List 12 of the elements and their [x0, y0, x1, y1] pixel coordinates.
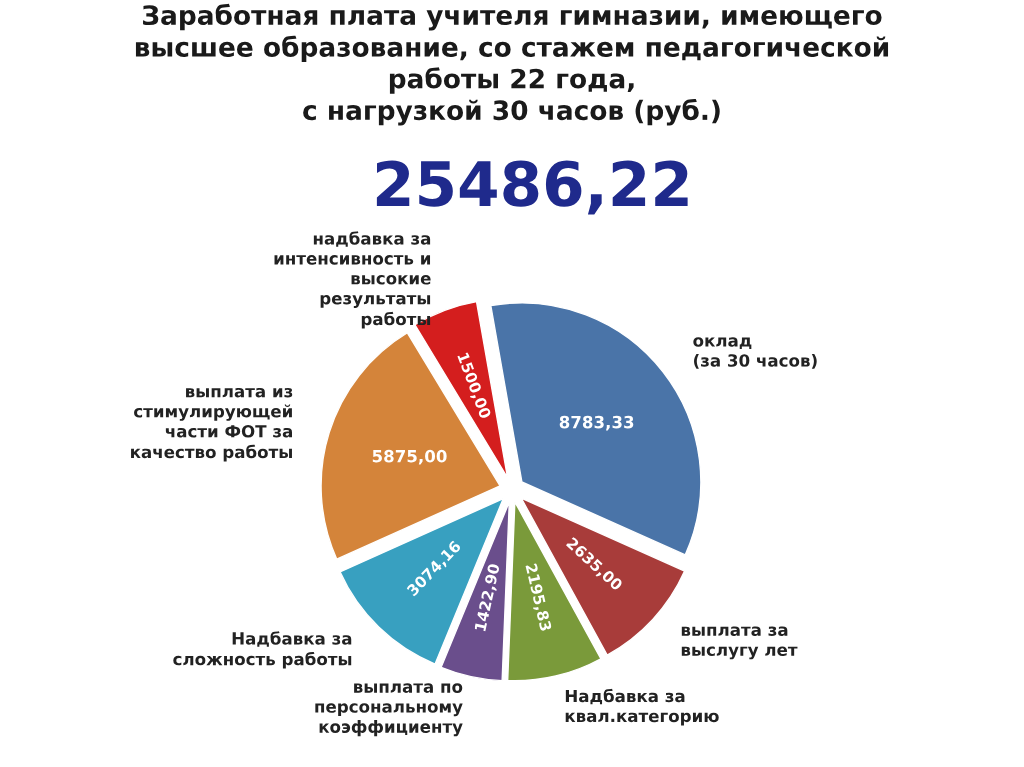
slice-label: Надбавка за квал.категорию: [565, 688, 719, 726]
slice-label: надбавка за интенсивность и высокие результаты работы: [274, 231, 431, 329]
slice-label: выплата по персональному коэффициенту: [315, 683, 463, 737]
slice-label: Надбавка за сложность работы: [173, 631, 352, 669]
slice-label: оклад (за 30 часов): [693, 337, 817, 369]
data-label: 5875,00: [372, 449, 447, 465]
chart-title: Заработная плата учителя гимназии, имеющего высшее образование, со стажем педагогической работы 22 года, с нагрузкой 30 часов (руб.): [135, 3, 889, 126]
slice-label: выплата за выслугу лет: [681, 626, 798, 660]
data-label: 1422,90: [474, 563, 502, 632]
data-label: 8783,33: [559, 415, 634, 431]
slice-label: выплата из стимулирующей части ФОТ за качество работы: [131, 387, 293, 462]
chart-subtitle: 25486,22: [376, 160, 688, 215]
